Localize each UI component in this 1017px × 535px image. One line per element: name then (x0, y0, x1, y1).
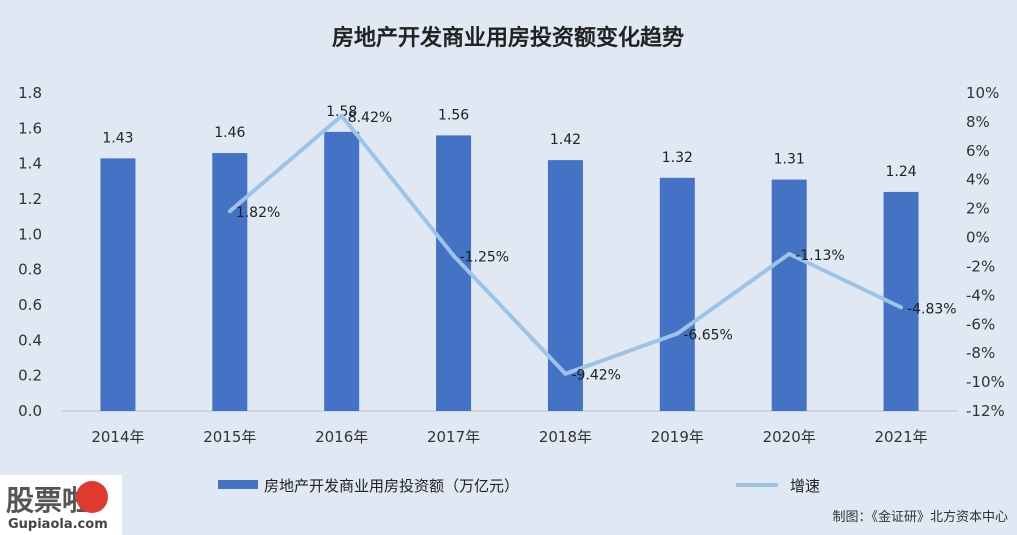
bar-value-label: 1.56 (438, 107, 469, 123)
legend: 房地产开发商业用房投资额（万亿元） 增速 (218, 477, 820, 495)
left-tick-label: 0.6 (18, 296, 42, 314)
line-point (899, 305, 904, 310)
left-axis: 0.0 0.2 0.4 0.6 0.8 1.0 1.2 1.4 1.6 1.8 (18, 84, 42, 420)
bar (324, 131, 360, 411)
right-tick-label: 6% (966, 142, 990, 160)
line-value-label: -6.65% (683, 328, 733, 344)
line-point (787, 251, 792, 256)
left-tick-label: 1.0 (18, 225, 42, 243)
left-tick-label: 0.0 (18, 402, 42, 420)
right-tick-label: -4% (966, 286, 995, 304)
x-tick-label: 2015年 (203, 428, 256, 446)
right-tick-label: 8% (966, 113, 990, 131)
bar-value-label: 1.46 (214, 125, 245, 141)
right-axis: -12% -10% -8% -6% -4% -2% 0% 2% 4% 6% 8% 10% (966, 84, 1005, 420)
line-data-labels: 1.82% 8.42% -1.25% -9.42% -6.65% -1.13% -4.83% (236, 110, 957, 384)
bar-value-label: 1.42 (550, 132, 581, 148)
line-value-label: -1.25% (460, 250, 510, 266)
credit-note: 制图：《金证研》北方资本中心 (832, 509, 1008, 525)
x-tick-label: 2017年 (427, 428, 480, 446)
bar-value-label: 1.24 (885, 164, 916, 180)
left-tick-label: 0.4 (18, 331, 42, 349)
bar (212, 153, 248, 412)
left-tick-label: 1.8 (18, 84, 42, 102)
line-point (227, 209, 232, 214)
right-tick-label: 2% (966, 200, 990, 218)
line-value-label: -9.42% (571, 368, 621, 384)
x-tick-label: 2019年 (651, 428, 704, 446)
right-tick-label: -6% (966, 315, 995, 333)
line-value-label: -1.13% (795, 248, 845, 264)
left-tick-label: 1.4 (18, 155, 42, 173)
legend-label-line: 增速 (790, 477, 820, 495)
x-tick-label: 2016年 (315, 428, 368, 446)
x-tick-label: 2020年 (763, 428, 816, 446)
right-tick-label: 4% (966, 171, 990, 189)
line-value-label: -4.83% (907, 301, 957, 317)
x-tick-label: 2018年 (539, 428, 592, 446)
right-tick-label: -10% (966, 373, 1005, 391)
bar-data-labels: 1.43 1.46 1.58 1.56 1.42 1.32 1.31 1.24 (102, 104, 916, 180)
watermark-main: 股票啦 (6, 484, 90, 517)
line-value-label: 8.42% (348, 110, 392, 126)
right-tick-label: -8% (966, 344, 995, 362)
line-series (227, 113, 904, 376)
watermark-logo: 股票啦 Gupiaola.com (0, 475, 122, 535)
chart-title: 房地产开发商业用房投资额变化趋势 (332, 25, 684, 51)
bar-value-label: 1.58 (326, 104, 357, 120)
x-tick-label: 2021年 (874, 428, 927, 446)
right-tick-label: 0% (966, 229, 990, 247)
left-tick-label: 1.2 (18, 190, 42, 208)
bar (100, 158, 136, 411)
legend-label-bar: 房地产开发商业用房投资额（万亿元） (264, 477, 519, 495)
line-point (451, 253, 456, 258)
watermark-sub: Gupiaola.com (8, 517, 108, 532)
legend-swatch-bar (218, 480, 258, 489)
left-tick-label: 0.8 (18, 261, 42, 279)
line-point (563, 371, 568, 376)
bar (659, 177, 695, 411)
x-tick-label: 2014年 (91, 428, 144, 446)
right-tick-label: -12% (966, 402, 1005, 420)
left-tick-label: 1.6 (18, 119, 42, 137)
bar (436, 135, 472, 411)
bar-value-label: 1.31 (774, 152, 805, 168)
bar-value-label: 1.43 (102, 130, 133, 146)
left-tick-label: 0.2 (18, 367, 42, 385)
bar (771, 179, 807, 411)
right-tick-label: 10% (966, 84, 999, 102)
bar-series (100, 131, 919, 412)
line-point (675, 331, 680, 336)
bar-value-label: 1.32 (662, 150, 693, 166)
right-tick-label: -2% (966, 257, 995, 275)
line-point (339, 113, 344, 118)
line-value-label: 1.82% (236, 205, 280, 221)
x-axis: 2014年 2015年 2016年 2017年 2018年 2019年 2020年 2021年 (91, 428, 927, 446)
